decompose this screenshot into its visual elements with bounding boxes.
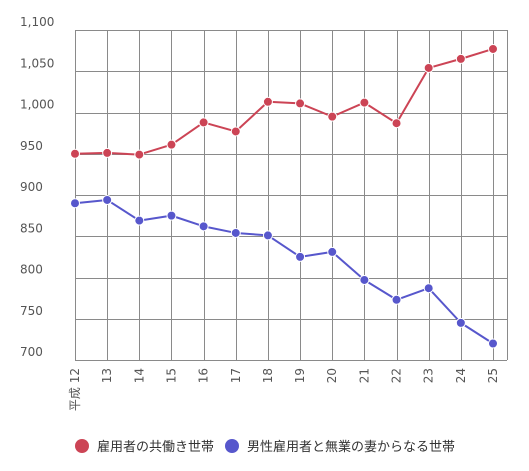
series-1-point [423,62,434,73]
series-2-point [423,283,434,294]
series-1-point [166,139,177,150]
series-1-point [102,147,113,158]
x-tick-label: 平成 12 [68,368,82,411]
series-2-point [166,210,177,221]
series-1-point [198,117,209,128]
x-tick-label: 15 [164,368,178,383]
series-1-point [488,43,498,54]
series-2-point [70,198,80,209]
series-1-point [134,149,145,160]
x-tick-label: 13 [100,368,114,383]
series-2-point [102,194,113,205]
series-1-point [230,126,241,137]
x-tick-label: 23 [422,368,436,383]
series-2-point [391,294,402,305]
series-1-point [70,148,80,159]
x-tick-label: 17 [229,368,243,383]
series-1-point [455,53,466,64]
series-2-point [134,215,145,226]
series-2-point [262,230,273,241]
y-tick-label: 950 [20,139,43,153]
x-tick-label: 21 [357,368,371,383]
y-tick-label: 900 [20,180,43,194]
legend: 雇用者の共働き世帯 男性雇用者と無業の妻からなる世帯 [75,439,455,455]
series-2-point [198,221,209,232]
series-layer [70,43,498,349]
series-1-point [295,98,306,109]
series-1-point [359,97,370,108]
legend-marker-2 [225,439,239,453]
legend-label-2: 男性雇用者と無業の妻からなる世帯 [247,439,455,455]
y-tick-label: 850 [20,221,43,235]
x-tick-label: 16 [197,368,211,383]
series-1-point [327,111,338,122]
x-tick-label: 25 [486,368,500,383]
series-2-point [488,338,498,349]
x-tick-label: 20 [325,368,339,383]
series-2-point [327,246,338,257]
series-line-2 [74,198,494,345]
series-1-point [262,96,273,107]
y-tick-label: 800 [20,263,43,277]
x-tick-label: 24 [454,368,468,383]
y-tick-label: 750 [20,304,43,318]
grid-layer [75,30,508,361]
x-tick-label: 18 [261,368,275,383]
series-2-point [230,227,241,238]
y-tick-label: 1,000 [20,98,54,112]
legend-label-1: 雇用者の共働き世帯 [97,439,214,455]
series-2-point [455,317,466,328]
series-1-point [391,118,402,129]
x-tick-label: 14 [132,368,146,383]
y-tick-label: 700 [20,345,43,359]
series-2-point [295,251,306,262]
legend-marker-1 [75,439,89,453]
axis-layer: 700 750 800 850 900 950 1,000 1,050 1,100 平成 12 13… [20,15,500,411]
series-line-1 [74,48,494,156]
series-2-point [359,274,370,285]
x-tick-label: 19 [293,368,307,383]
y-tick-label: 1,100 [20,15,54,29]
x-tick-label: 22 [390,368,404,383]
y-tick-label: 1,050 [20,56,54,70]
